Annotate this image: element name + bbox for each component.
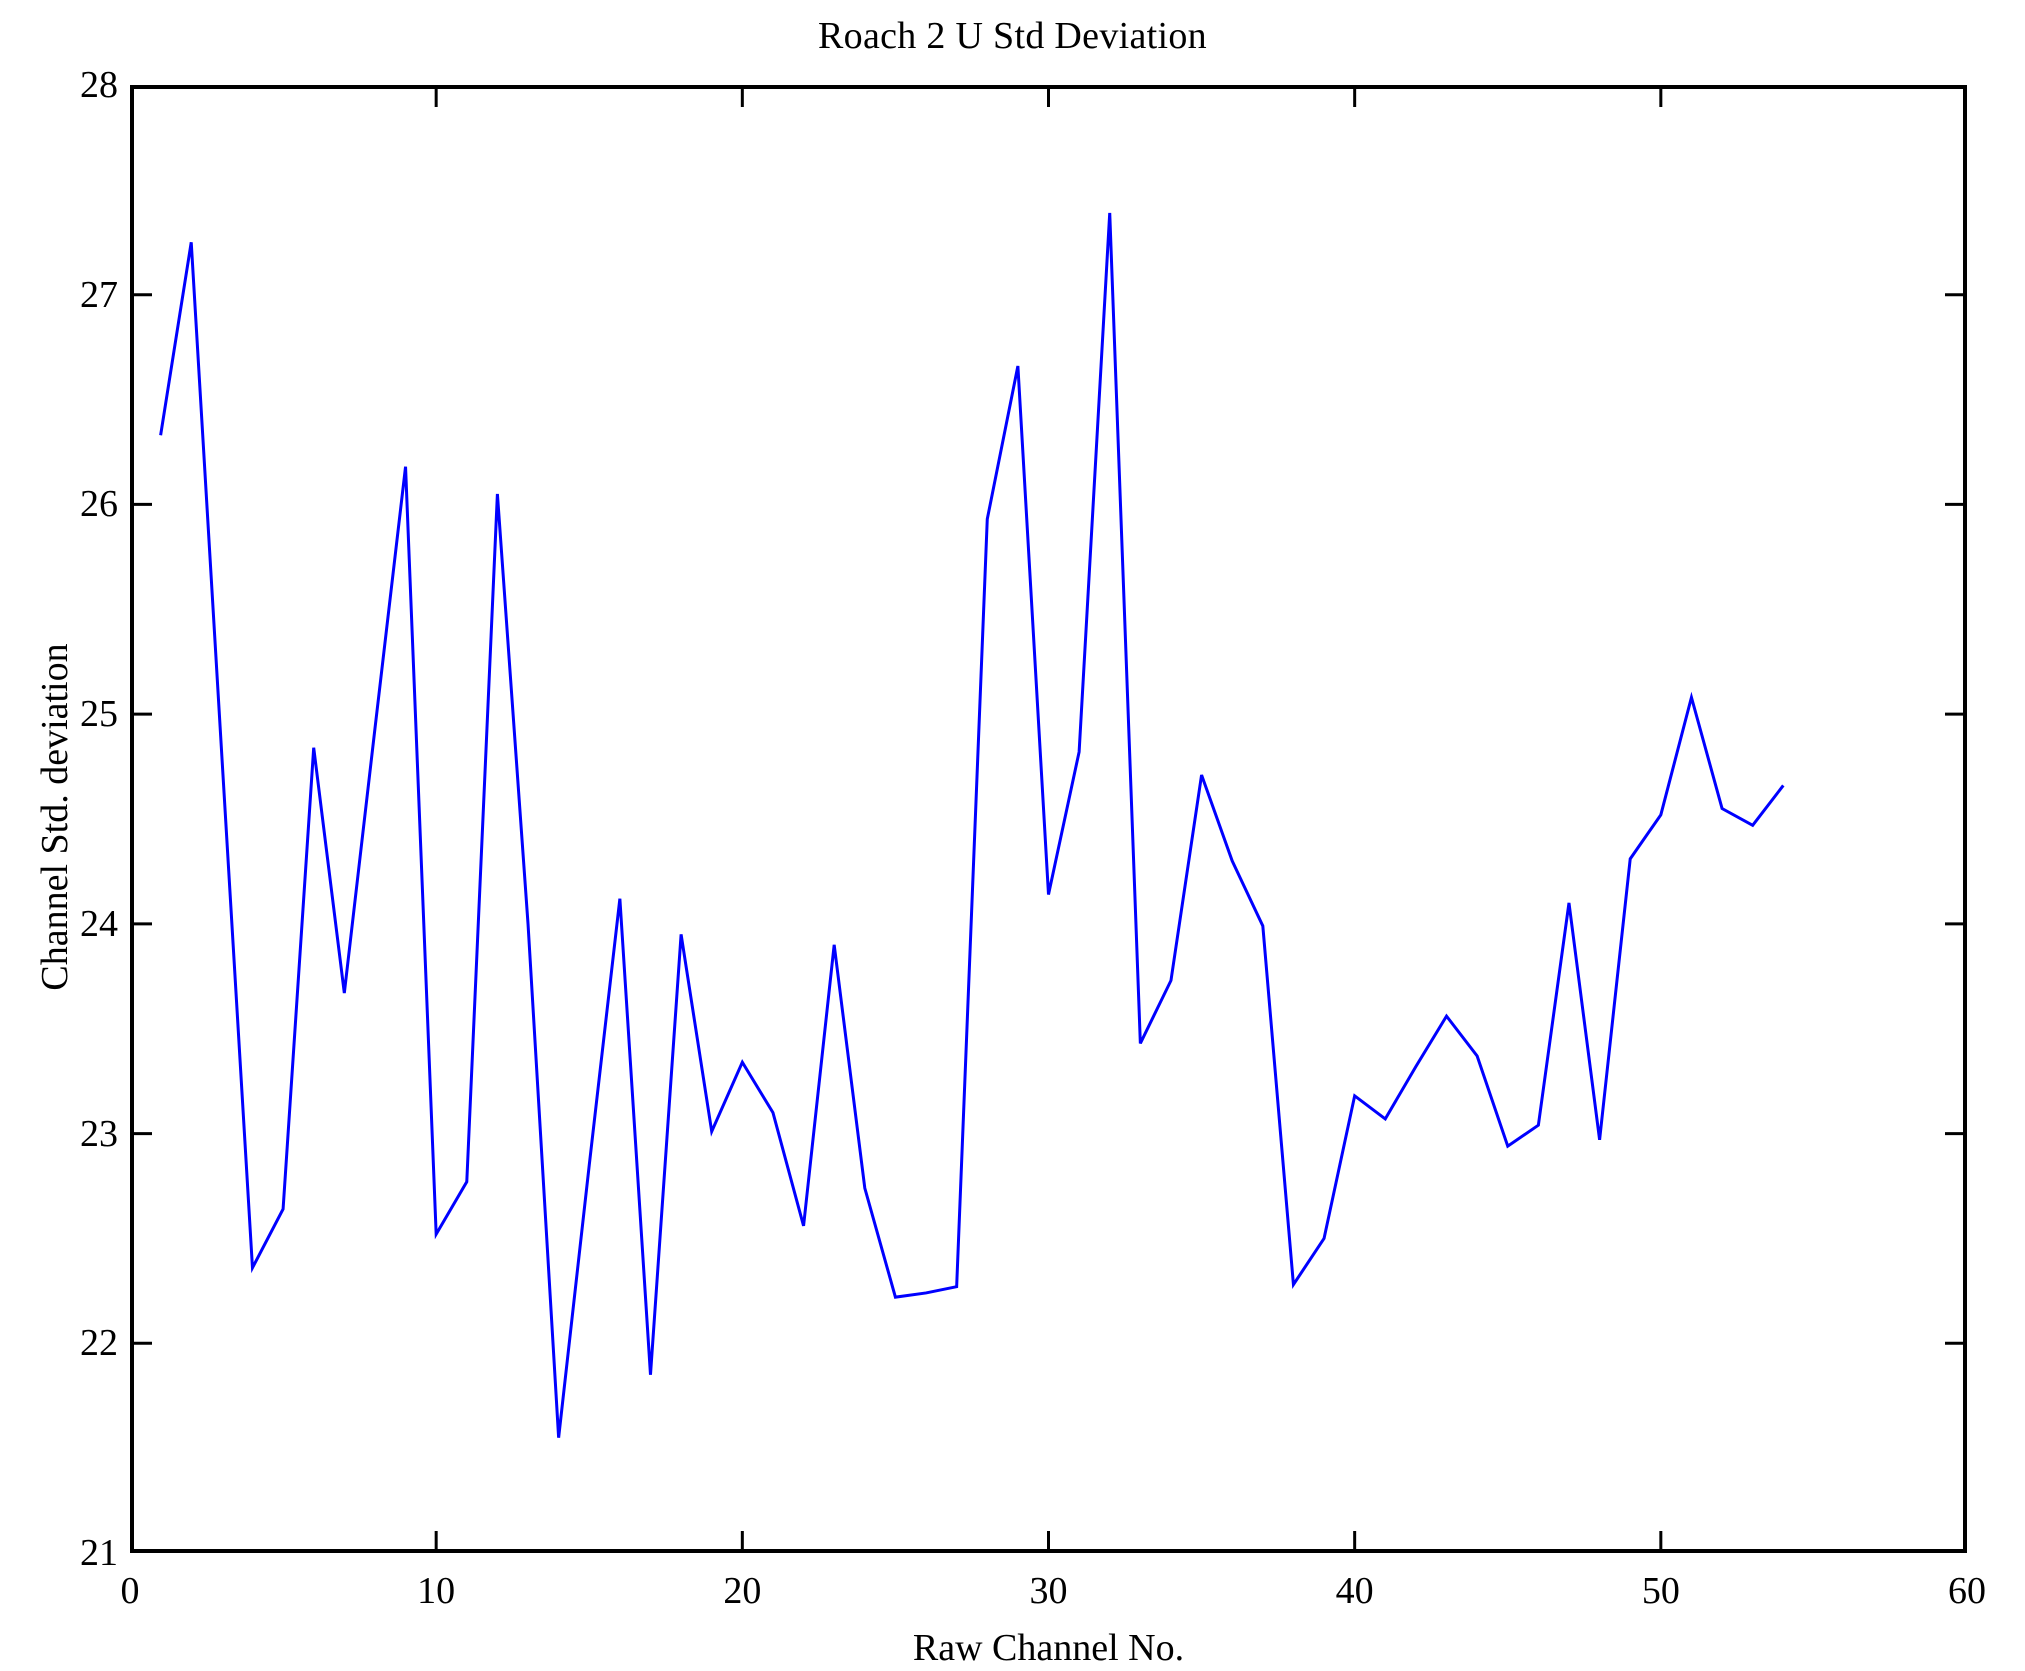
x-axis-tick-label: 60	[1948, 1570, 1986, 1612]
y-axis-ticks	[130, 293, 1967, 1345]
y-axis-tick-label: 27	[80, 273, 118, 316]
y-axis-tick-labels: 21 22 23 24 25 26 27 28	[0, 0, 118, 1671]
chart-title: Roach 2 U Std Deviation	[818, 15, 1207, 57]
y-axis-tick-label: 23	[80, 1112, 118, 1155]
x-axis-ticks	[434, 85, 1663, 1553]
y-axis-tick-label: 28	[80, 64, 118, 106]
plot-area	[130, 85, 1967, 1553]
data-series-line	[159, 212, 1785, 1438]
x-axis-title: Raw Channel No.	[912, 1627, 1185, 1669]
y-axis-tick-label: 21	[80, 1532, 118, 1574]
x-axis-tick-labels: 0 10 20 30 40 50 60	[0, 1572, 2025, 1632]
y-axis-tick-label: 24	[80, 902, 118, 945]
y-axis-tick-label: 22	[80, 1322, 118, 1365]
y-axis-title: Channel Std. deviation	[34, 643, 76, 991]
y-axis-tick-label: 26	[80, 483, 118, 526]
x-axis-tick-label: 40	[1335, 1570, 1374, 1612]
x-axis-tick-label: 30	[1029, 1570, 1068, 1612]
x-axis-tick-label: 50	[1641, 1570, 1680, 1612]
x-axis-tick-label: 20	[723, 1570, 762, 1612]
x-axis-tick-label: 10	[417, 1570, 456, 1612]
y-axis-tick-label: 25	[80, 693, 118, 736]
x-axis-tick-label: 0	[120, 1570, 140, 1612]
